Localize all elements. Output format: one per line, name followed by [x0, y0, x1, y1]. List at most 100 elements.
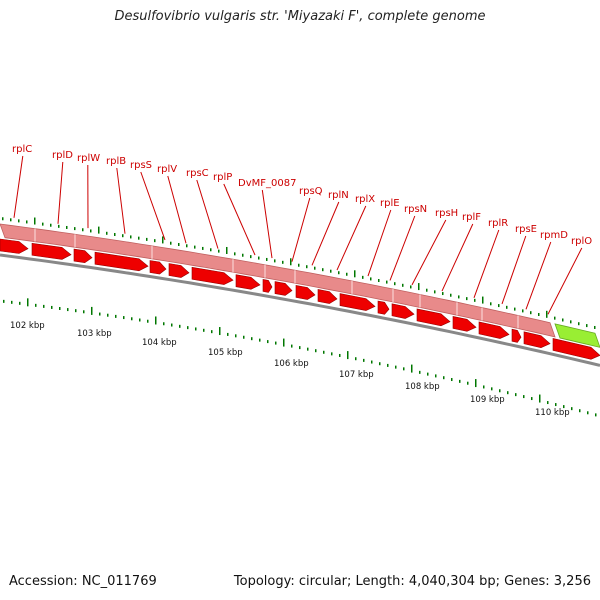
tick-mark — [147, 319, 149, 323]
leader-line — [13, 155, 24, 218]
tick-mark — [362, 275, 364, 279]
tick-mark — [546, 310, 548, 318]
tick-mark — [435, 374, 437, 378]
gene-label-rpsE: rpsE — [515, 224, 537, 235]
leader-line — [367, 209, 392, 277]
cds-arrow — [168, 263, 190, 278]
tick-mark — [235, 334, 237, 338]
tick-mark — [107, 313, 109, 317]
tick-mark — [466, 297, 468, 301]
tick-mark — [234, 252, 236, 256]
feature-band-shape — [0, 223, 556, 338]
tick-mark — [162, 236, 164, 244]
tick-mark — [122, 234, 124, 238]
gene-label-rplV: rplV — [157, 164, 177, 175]
tick-mark — [299, 346, 301, 350]
tick-mark — [395, 365, 397, 369]
tick-mark — [571, 407, 573, 411]
leader-line — [473, 229, 500, 299]
tick-mark — [82, 228, 84, 232]
tick-mark — [514, 307, 516, 311]
cds-arrow — [452, 316, 477, 332]
tick-mark — [3, 299, 5, 303]
tick-mark — [338, 271, 340, 275]
gene-label-rpsH: rpsH — [435, 208, 458, 219]
tick-mark — [370, 277, 372, 281]
leader-line — [411, 219, 447, 286]
tick-mark — [322, 268, 324, 272]
gene-label-rplB: rplB — [106, 156, 126, 167]
cds-arrow — [391, 303, 415, 319]
genome-summary-text: Topology: circular; Length: 4,040,304 bp… — [233, 574, 591, 589]
tick-mark — [178, 242, 180, 246]
tick-mark — [258, 256, 260, 260]
gene-label-rpsQ: rpsQ — [299, 186, 323, 197]
tick-mark — [203, 328, 205, 332]
cds-arrow — [377, 300, 390, 315]
leader-line — [525, 241, 552, 310]
upper-tick-row — [2, 217, 596, 329]
tick-mark — [2, 217, 4, 221]
leader-line — [261, 189, 273, 259]
tick-mark — [539, 394, 541, 403]
highlight-band-segment — [554, 323, 600, 348]
tick-mark — [227, 332, 229, 336]
tick-mark — [419, 370, 421, 374]
tick-mark — [283, 338, 285, 347]
tick-mark — [523, 395, 525, 399]
tick-mark — [491, 387, 493, 391]
tick-mark — [123, 316, 125, 320]
cds-arrow — [73, 248, 93, 264]
tick-mark — [275, 341, 277, 345]
tick-mark — [411, 364, 413, 373]
tick-mark — [291, 344, 293, 348]
cds-arrow — [31, 242, 72, 260]
tick-mark — [418, 283, 420, 291]
tick-mark — [170, 241, 172, 245]
cds-arrow — [478, 321, 510, 339]
tick-mark — [163, 322, 165, 326]
leader-line — [441, 223, 474, 292]
kbp-label: 102 kbp — [10, 321, 45, 331]
tick-mark — [130, 235, 132, 239]
tick-mark — [226, 246, 228, 254]
tick-mark — [131, 317, 133, 321]
tick-mark — [306, 265, 308, 269]
tick-mark — [18, 219, 20, 223]
tick-mark — [186, 244, 188, 248]
tick-mark — [578, 322, 580, 326]
tick-mark — [586, 324, 588, 328]
gene-label-rplD: rplD — [52, 150, 73, 161]
gene-label-DvMF_0087: DvMF_0087 — [238, 178, 296, 189]
cds-arrow — [274, 281, 293, 296]
tick-mark — [66, 225, 68, 229]
tick-mark — [482, 296, 484, 304]
tick-mark — [138, 236, 140, 240]
tick-mark — [554, 316, 556, 320]
gene-label-rpsN: rpsN — [404, 204, 427, 215]
tick-mark — [114, 232, 116, 236]
tick-mark — [210, 248, 212, 252]
tick-mark — [27, 298, 29, 307]
tick-mark — [371, 360, 373, 364]
gene-label-rplR: rplR — [488, 218, 508, 229]
kbp-label: 104 kbp — [142, 338, 177, 348]
tick-mark — [43, 304, 45, 308]
cds-arrow — [416, 308, 451, 327]
tick-mark — [59, 306, 61, 310]
tick-mark — [451, 378, 453, 382]
tick-mark — [498, 304, 500, 308]
gene-label-rplO: rplO — [571, 236, 592, 247]
cds-arrow — [149, 260, 167, 275]
tick-mark — [202, 246, 204, 250]
tick-mark — [51, 305, 53, 309]
kbp-label: 107 kbp — [339, 370, 374, 380]
tick-mark — [331, 352, 333, 356]
tick-mark — [83, 310, 85, 314]
tick-mark — [339, 353, 341, 357]
tick-mark — [483, 385, 485, 389]
leader-line — [501, 235, 527, 305]
tick-mark — [266, 257, 268, 261]
tick-mark — [387, 363, 389, 367]
kbp-label: 106 kbp — [274, 359, 309, 369]
